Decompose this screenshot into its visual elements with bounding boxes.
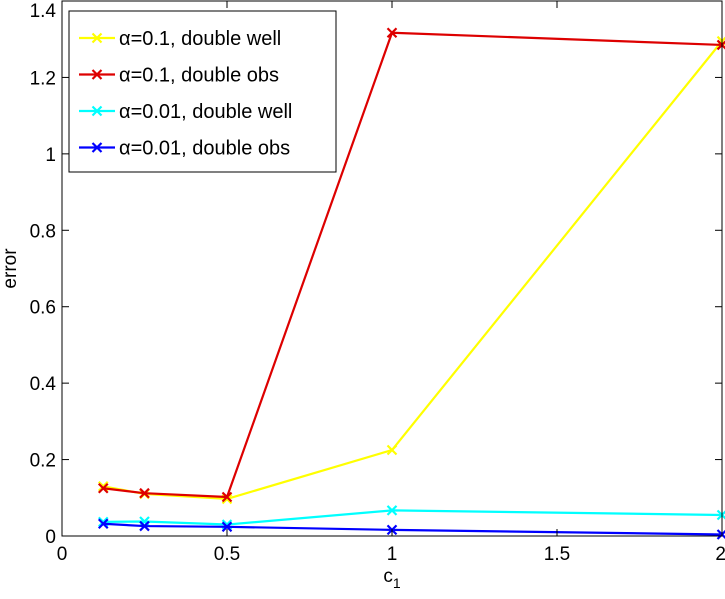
- y-tick-label: 0.4: [30, 374, 57, 395]
- data-point-marker: [91, 32, 103, 44]
- data-point-marker: [91, 69, 103, 80]
- y-tick-label: 0.8: [30, 221, 56, 242]
- data-point-marker: [91, 105, 103, 117]
- x-tick-label: 0.5: [214, 544, 240, 565]
- x-tick-label: 1.5: [544, 544, 570, 565]
- data-point-marker: [139, 487, 150, 499]
- data-point-marker: [97, 518, 109, 530]
- data-point-marker: [221, 491, 233, 503]
- series-line: [103, 522, 723, 536]
- x-tick-label: 0: [57, 544, 68, 565]
- x-tick-label: 1: [387, 544, 398, 565]
- legend: α=0.1, double well α=0.1, double obs α=0.0…: [68, 10, 337, 173]
- data-point-marker: [91, 142, 103, 153]
- y-tick-label: 1: [45, 145, 56, 166]
- series-2: [97, 27, 725, 503]
- legend-label: α=0.1, double obs: [119, 65, 279, 87]
- x-axis-label-subscript: 1: [393, 575, 401, 591]
- x-axis-label: c1: [383, 566, 401, 591]
- y-tick-label: 0: [45, 527, 56, 548]
- data-point-marker: [386, 444, 398, 456]
- legend-label: α=0.01, double well: [119, 101, 292, 123]
- series-layer: [97, 27, 725, 540]
- legend-item: α=0.1, double obs: [79, 65, 279, 87]
- x-tick-label: 2: [715, 544, 725, 565]
- y-tick-label: 1.2: [30, 68, 56, 89]
- series-line: [103, 509, 723, 526]
- y-axis-label: error: [0, 248, 21, 289]
- legend-label: α=0.01, double obs: [119, 138, 290, 160]
- y-tick-label: 1.4: [30, 1, 57, 22]
- legend-item: α=0.01, double obs: [79, 138, 290, 160]
- legend-item: α=0.1, double well: [79, 28, 281, 50]
- data-point-marker: [139, 520, 150, 532]
- x-axis-label-main: c: [383, 566, 393, 587]
- ticks-layer: 0 0.5 1 1.5 2 0 0.2 0.4 0.6 0.8 1 1.2 1.4: [30, 0, 725, 565]
- data-point-marker: [221, 521, 233, 533]
- legend-item: α=0.01, double well: [79, 101, 292, 123]
- data-point-marker: [386, 27, 398, 38]
- data-point-marker: [97, 482, 109, 494]
- data-point-marker: [386, 505, 398, 516]
- legend-label: α=0.1, double well: [119, 28, 281, 50]
- y-tick-label: 0.6: [30, 298, 56, 319]
- y-tick-label: 0.2: [30, 451, 56, 472]
